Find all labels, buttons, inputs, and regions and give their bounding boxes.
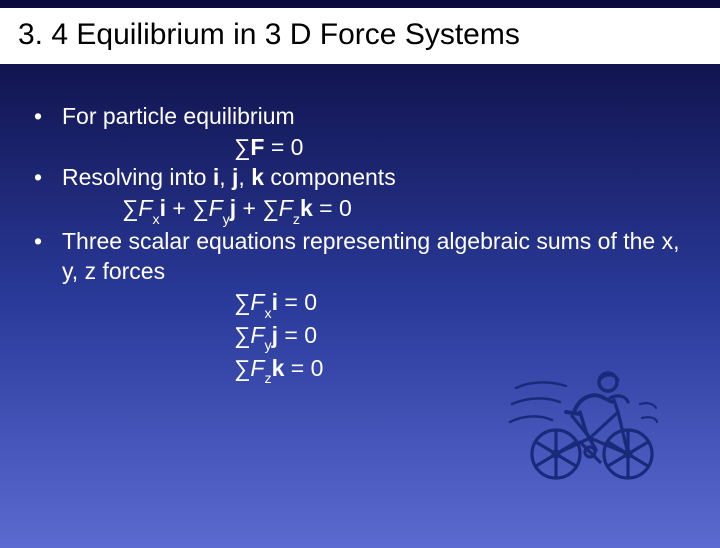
bullet-text: Three scalar equations representing alge…	[62, 227, 686, 286]
bullet-text: Resolving into i, j, k components	[62, 163, 686, 192]
cyclist-icon	[508, 352, 658, 482]
bullet-item: • For particle equilibrium	[34, 102, 686, 131]
title-box: 3. 4 Equilibrium in 3 D Force Systems	[0, 8, 720, 64]
equation-resolved: ∑Fxi + ∑Fyj + ∑Fzk = 0	[34, 194, 686, 227]
slide-content: • For particle equilibrium ∑F = 0 • Reso…	[0, 64, 720, 387]
bullet-marker: •	[34, 163, 62, 192]
equation-scalar-y: ∑Fyj = 0	[34, 321, 686, 354]
bullet-text: For particle equilibrium	[62, 102, 686, 131]
equation-main: ∑F = 0	[34, 133, 686, 162]
bullet-marker: •	[34, 227, 62, 256]
bullet-item: • Resolving into i, j, k components	[34, 163, 686, 192]
slide-title: 3. 4 Equilibrium in 3 D Force Systems	[18, 18, 702, 52]
bullet-item: • Three scalar equations representing al…	[34, 227, 686, 286]
equation-scalar-x: ∑Fxi = 0	[34, 288, 686, 321]
bullet-marker: •	[34, 102, 62, 131]
